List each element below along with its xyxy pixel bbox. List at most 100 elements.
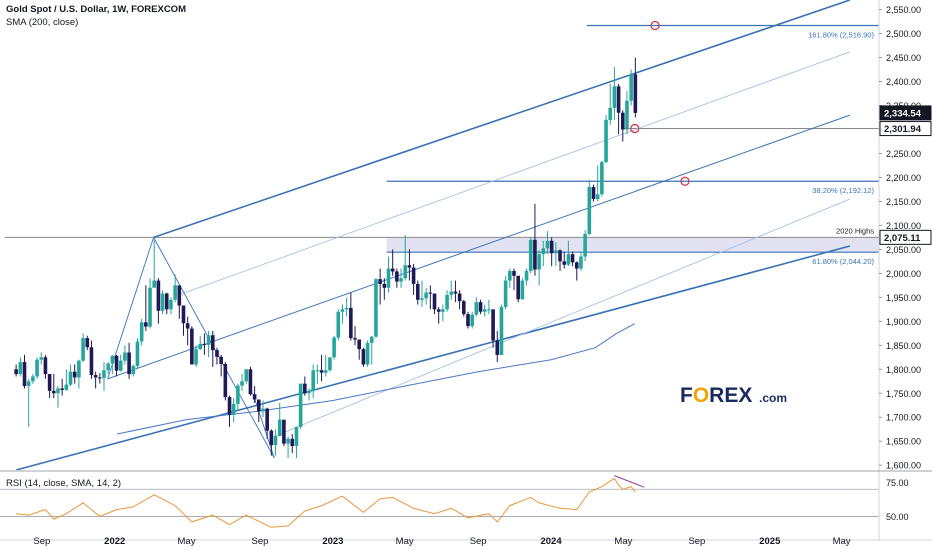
candle <box>336 309 341 341</box>
candle-body <box>512 270 516 276</box>
y-tick-label: 1,800.00 <box>886 365 921 375</box>
x-tick-label: 2022 <box>104 536 125 547</box>
candle-body <box>311 370 315 391</box>
candle <box>415 280 420 305</box>
candle <box>144 285 148 331</box>
y-tick-label: 2,450.00 <box>886 53 921 63</box>
candle-body <box>503 280 508 307</box>
candle <box>495 330 500 363</box>
candle <box>533 203 537 276</box>
candle-body <box>499 306 504 355</box>
candle <box>595 165 600 202</box>
candle <box>353 326 357 346</box>
candle-body <box>244 369 249 382</box>
candle-body <box>600 162 604 195</box>
candle <box>462 299 466 317</box>
candle-body <box>181 305 186 324</box>
candle-body <box>629 74 633 101</box>
candle <box>508 268 512 288</box>
candle <box>273 429 278 456</box>
y-tick-label: 1,600.00 <box>886 461 921 471</box>
candle-body <box>265 408 269 431</box>
x-tick-label: 2025 <box>759 536 781 547</box>
candle-body <box>382 283 387 288</box>
candle-body <box>227 397 232 415</box>
candle <box>77 359 81 389</box>
candle-body <box>378 279 382 284</box>
logo-rest: REX <box>709 384 752 407</box>
candle-body <box>81 338 85 361</box>
candle <box>520 278 525 300</box>
candle-body <box>256 399 261 412</box>
candle-body <box>240 381 244 386</box>
rsi-tick-label: 75.00 <box>886 478 909 488</box>
candle-body <box>93 375 98 378</box>
candle <box>127 342 131 379</box>
candle <box>102 362 106 391</box>
candle <box>474 297 479 317</box>
circle-marker-1 <box>630 123 640 134</box>
candle <box>407 249 412 281</box>
candle-body <box>591 187 596 200</box>
candle-body <box>457 293 462 302</box>
candle-body <box>169 299 173 310</box>
candle <box>18 357 23 377</box>
y-tick-label: 2,000.00 <box>886 269 921 279</box>
candle-body <box>135 341 140 366</box>
candle-body <box>449 291 454 295</box>
candle <box>503 275 508 310</box>
candle-body <box>549 240 554 254</box>
candle <box>43 354 48 379</box>
candle <box>545 231 550 255</box>
candle <box>357 339 362 360</box>
candle <box>89 340 94 379</box>
candle-body <box>164 293 169 310</box>
candle <box>361 347 366 367</box>
candle-body <box>462 301 466 315</box>
candle-body <box>403 265 408 279</box>
candle-body <box>566 254 571 265</box>
candle-body <box>554 250 558 254</box>
logo-text: FOREX <box>680 384 752 407</box>
candle <box>248 366 253 396</box>
candle-body <box>357 339 362 350</box>
candle-body <box>436 309 441 312</box>
candle-body <box>210 335 215 351</box>
candle-body <box>290 438 295 447</box>
candle-body <box>131 365 136 375</box>
candle <box>524 268 529 286</box>
y-tick-label: 2,550.00 <box>886 5 921 15</box>
candle <box>47 374 52 399</box>
logo-suffix: .com <box>759 391 787 405</box>
candle <box>303 376 307 396</box>
candle <box>470 311 474 329</box>
price-marker-label-2: 2,075.11 <box>884 233 921 244</box>
candle-body <box>453 291 458 294</box>
candle-body <box>198 343 203 350</box>
candle-body <box>395 271 399 282</box>
candle <box>298 383 303 430</box>
candle <box>323 354 328 377</box>
candle <box>512 268 516 291</box>
candle-body <box>286 438 290 444</box>
circle-marker-0 <box>650 20 660 31</box>
candle <box>31 374 35 384</box>
candle <box>131 364 136 377</box>
candle <box>265 407 269 439</box>
candle-body <box>616 86 621 113</box>
x-tick-label: 2024 <box>540 536 562 547</box>
candle <box>135 338 140 370</box>
candle <box>194 345 198 367</box>
candle-body <box>361 349 366 365</box>
channel-upper <box>153 0 851 239</box>
candle-body <box>160 293 165 311</box>
candle-body <box>223 364 228 398</box>
candle <box>562 251 567 269</box>
candle <box>240 374 244 391</box>
candle <box>340 304 345 324</box>
circle-marker-2 <box>680 176 690 186</box>
candle <box>403 235 408 281</box>
candle <box>424 287 428 305</box>
candle <box>349 292 353 341</box>
